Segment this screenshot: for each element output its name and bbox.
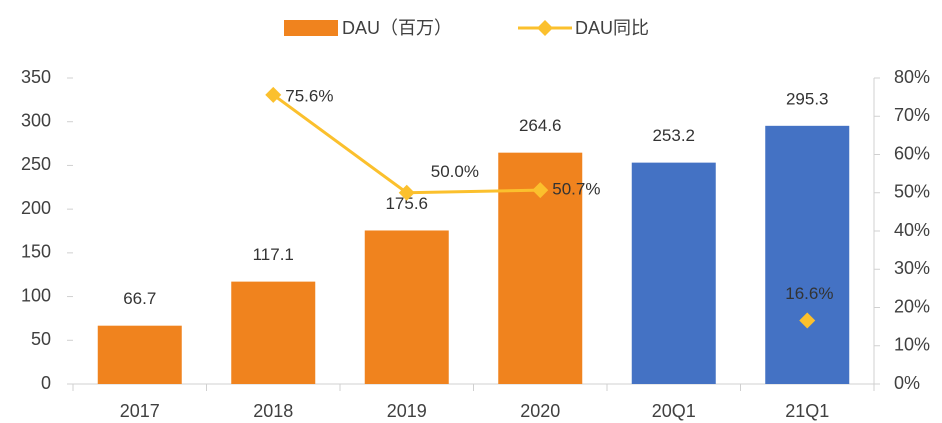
legend-label: DAU（百万） [342,18,452,38]
line-value-label: 50.7% [552,180,600,199]
y2-tick-label: 0% [894,373,920,393]
y2-tick-label: 60% [894,143,930,163]
bar [231,281,316,384]
y2-tick-label: 30% [894,258,930,278]
line-marker [532,182,549,199]
y-tick-label: 350 [21,67,51,87]
y-tick-label: 300 [21,110,51,130]
bar-value-label: 253.2 [652,126,695,145]
y-tick-label: 250 [21,154,51,174]
bar-value-label: 264.6 [519,116,562,135]
y2-tick-label: 20% [894,296,930,316]
bar-value-label: 175.6 [385,194,428,213]
legend-label: DAU同比 [575,18,649,38]
x-tick-label: 2017 [120,401,160,421]
x-tick-label: 2019 [387,401,427,421]
line-marker [398,184,415,201]
x-tick-label: 20Q1 [652,401,696,421]
bar-value-label: 117.1 [253,245,294,264]
line-value-label: 50.0% [431,162,479,181]
legend-swatch [284,20,338,36]
x-tick-label: 2018 [253,401,293,421]
line-marker [265,86,282,103]
legend-swatch [537,20,553,36]
y-tick-label: 100 [21,285,51,305]
y-tick-label: 150 [21,242,51,262]
bar [765,125,850,384]
y-tick-label: 0 [41,373,51,393]
line-marker [799,312,816,329]
bar-value-label: 295.3 [786,89,829,108]
y2-tick-label: 80% [894,67,930,87]
y2-tick-label: 50% [894,182,930,202]
bar [97,325,182,384]
y2-tick-label: 40% [894,220,930,240]
bar [631,162,716,384]
y-tick-label: 50 [31,329,51,349]
y2-tick-label: 10% [894,335,930,355]
y-tick-label: 200 [21,198,51,218]
x-tick-label: 21Q1 [785,401,829,421]
line-value-label: 75.6% [285,86,333,105]
bar-value-label: 66.7 [123,289,156,308]
x-tick-label: 2020 [520,401,560,421]
y2-tick-label: 70% [894,105,930,125]
line-value-label: 16.6% [785,284,833,303]
bar [364,230,449,384]
